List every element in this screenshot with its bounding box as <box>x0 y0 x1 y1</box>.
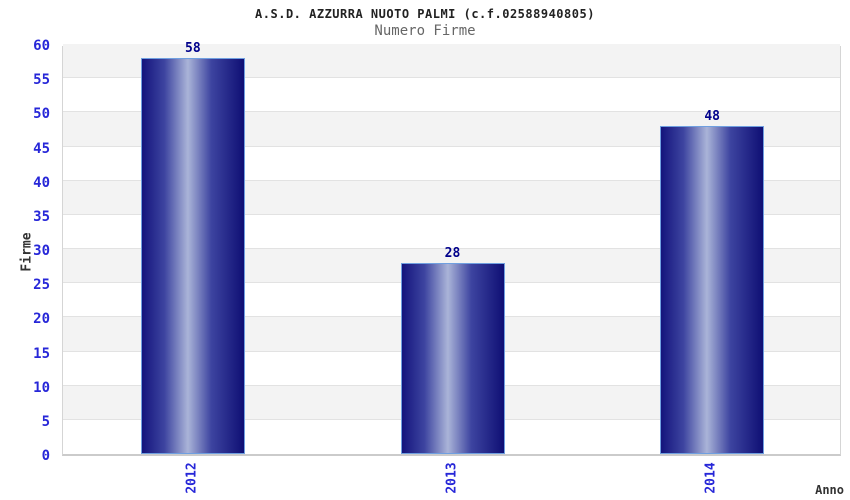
gridline <box>63 77 840 79</box>
y-tick-label: 50 <box>33 106 50 123</box>
y-tick-label: 0 <box>41 448 50 464</box>
y-tick-label: 45 <box>33 140 50 157</box>
bar-2014 <box>660 126 765 454</box>
bar-value-label: 28 <box>444 245 461 261</box>
y-tick-label: 25 <box>33 277 50 294</box>
y-tick-label: 30 <box>33 243 50 259</box>
bar-2013 <box>400 262 505 454</box>
y-tick-label: 20 <box>33 311 50 328</box>
bar-value-label: 48 <box>704 109 720 124</box>
gridline <box>63 179 840 181</box>
chart-subtitle: Numero Firme <box>374 23 476 39</box>
gridline <box>63 248 840 249</box>
y-tick-label: 15 <box>33 345 50 362</box>
y-tick-label: 35 <box>33 208 50 225</box>
x-axis-title: Anno <box>815 483 844 497</box>
y-tick-label: 40 <box>33 174 50 191</box>
chart-title: A.S.D. AZZURRA NUOTO PALMI (c.f.02588940… <box>255 7 595 21</box>
y-axis-title: Firme <box>19 232 35 272</box>
bar-value-label: 58 <box>185 40 201 56</box>
x-tick-label: 2012 <box>184 462 200 494</box>
y-tick-label: 55 <box>33 72 50 89</box>
y-tick-label: 5 <box>41 413 50 430</box>
plot-area: 58 28 48 <box>62 41 841 456</box>
y-tick-label: 10 <box>33 379 50 396</box>
x-tick-label: 2014 <box>703 462 719 494</box>
bar-2012 <box>140 57 245 454</box>
x-tick-label: 2013 <box>444 462 459 494</box>
y-tick-label: 60 <box>33 38 50 54</box>
gridline <box>63 213 840 215</box>
gridline <box>63 111 840 113</box>
gridline <box>63 145 840 147</box>
